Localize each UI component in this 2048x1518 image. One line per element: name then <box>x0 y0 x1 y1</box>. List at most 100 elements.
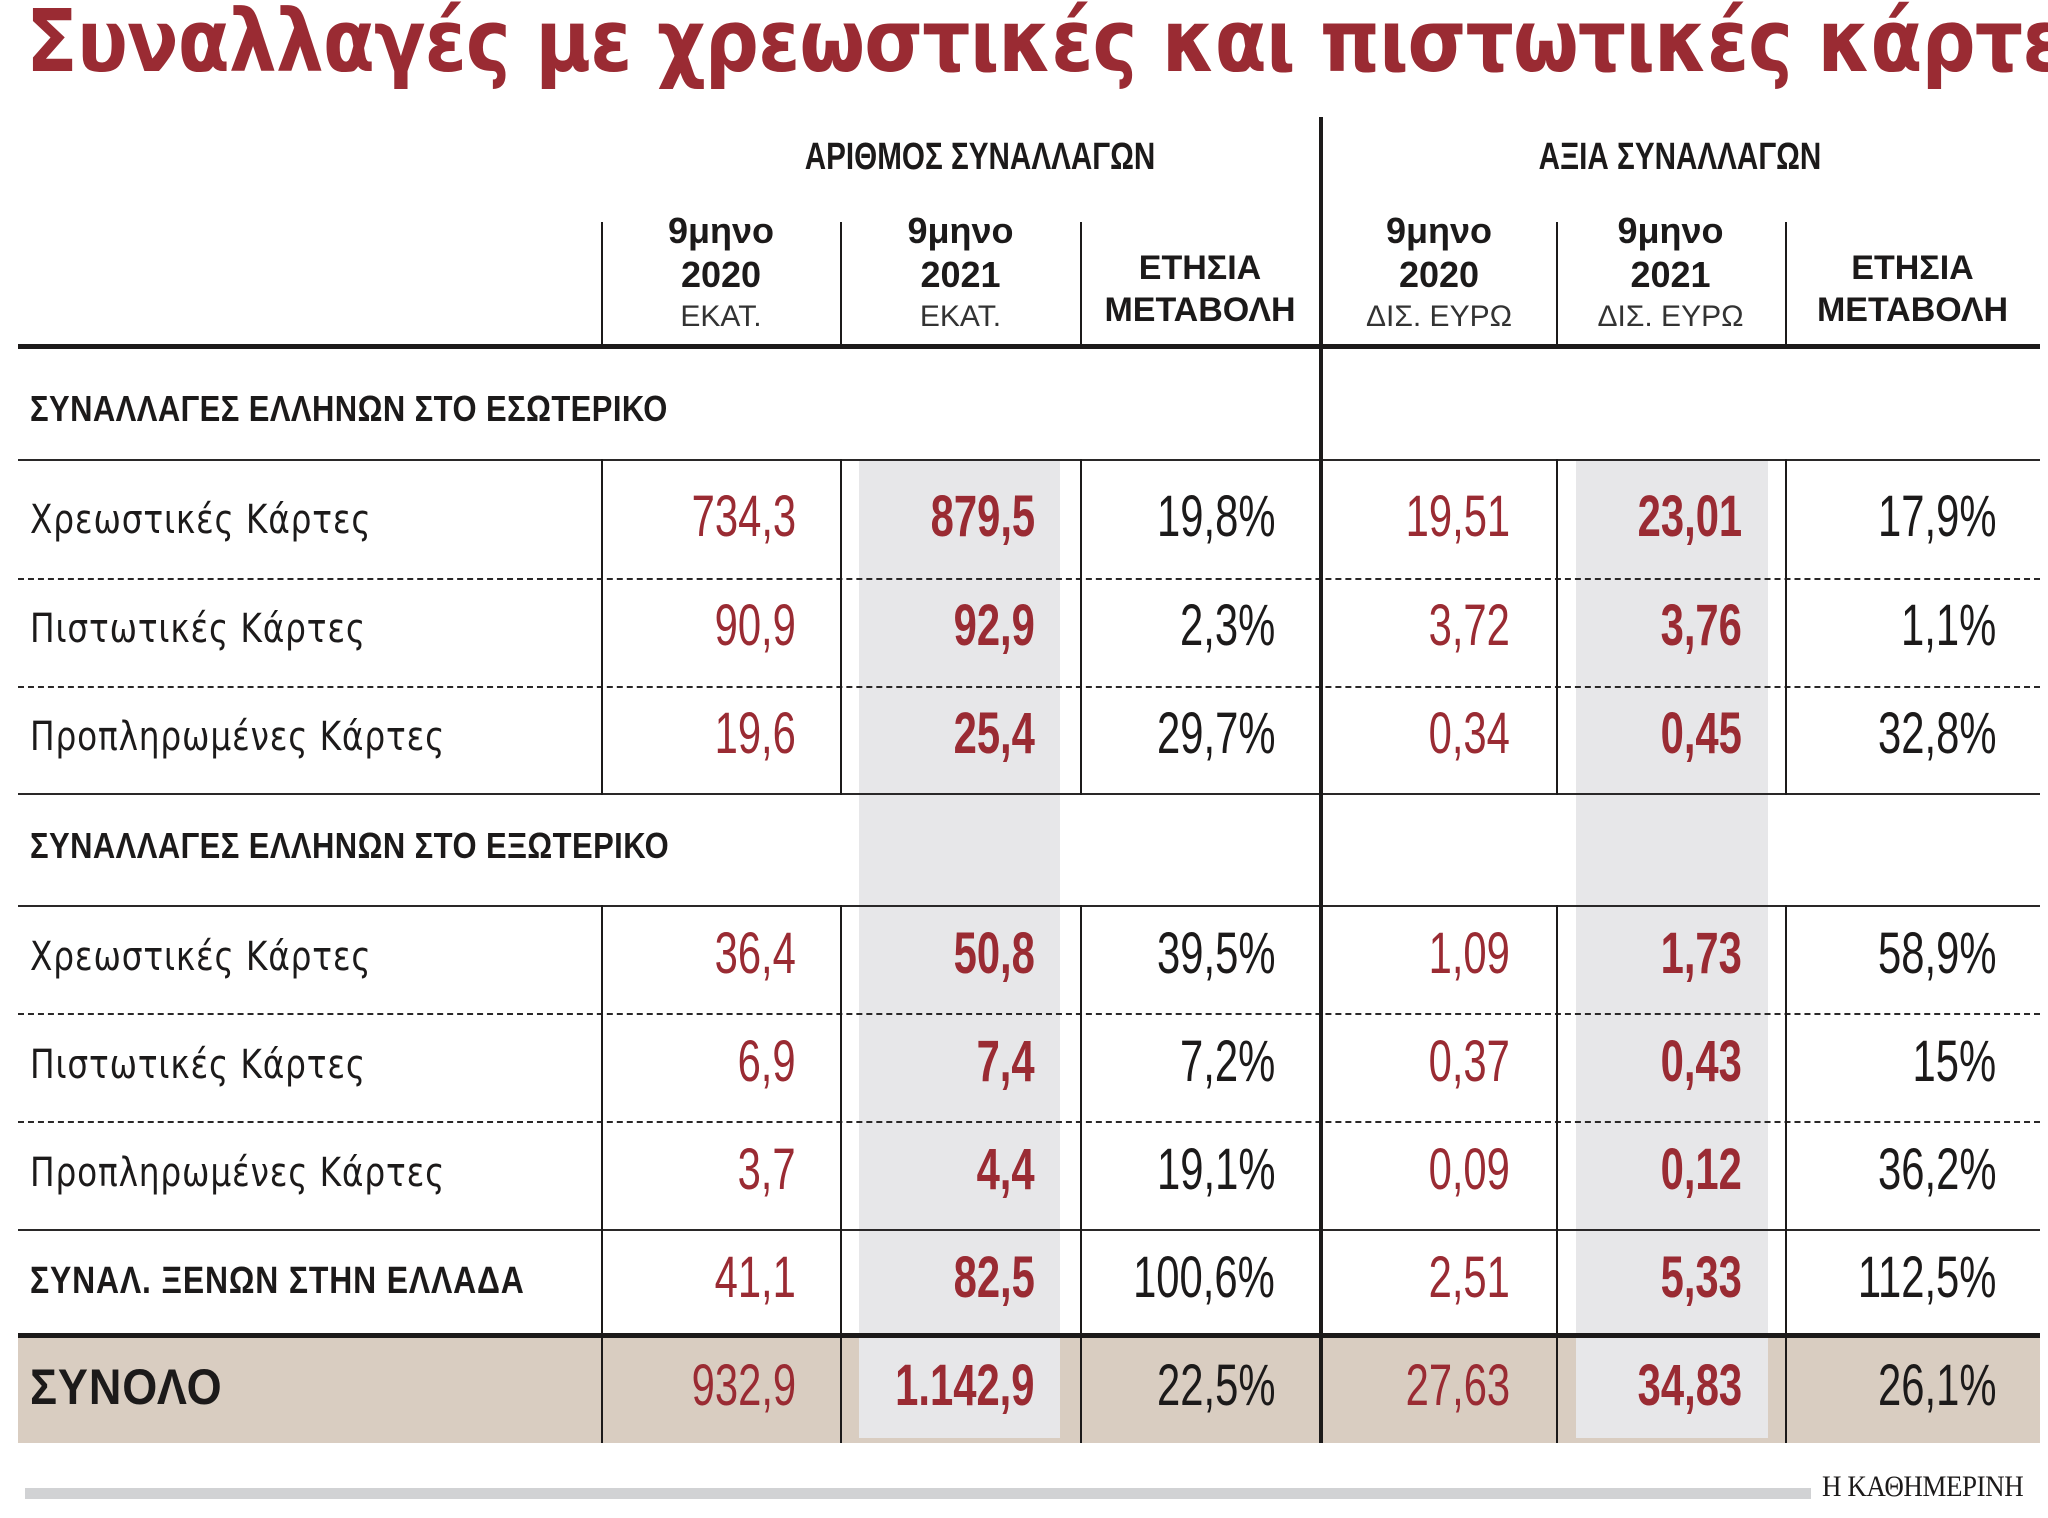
cell-count-2020: 41,1 <box>714 1245 796 1310</box>
row-divider <box>18 1121 2040 1123</box>
cell-value-2021: 0,45 <box>1660 701 1742 766</box>
col-divider <box>1785 222 1787 346</box>
cell-value-2020: 3,72 <box>1428 593 1510 658</box>
section2-bottom-rule <box>18 1229 2040 1231</box>
cell-count-2020: 36,4 <box>714 921 796 986</box>
col-divider <box>601 905 603 1443</box>
cell-value-change: 32,8% <box>1877 701 1996 766</box>
cell-count-2020: 90,9 <box>714 593 796 658</box>
cell-count-2021: 1.142,9 <box>895 1353 1035 1418</box>
cell-count-2021: 7,4 <box>976 1029 1035 1094</box>
cell-count-change: 2,3% <box>1179 593 1275 658</box>
row-label: Χρεωστικές Κάρτες <box>30 497 372 543</box>
page-title: Συναλλαγές με χρεωστικές και πιστωτικές … <box>26 0 2048 92</box>
cell-value-change: 26,1% <box>1877 1353 1996 1418</box>
cell-count-2020: 3,7 <box>737 1137 796 1202</box>
cell-value-2020: 0,37 <box>1428 1029 1510 1094</box>
cell-value-2021: 23,01 <box>1637 484 1742 549</box>
col-divider <box>1556 459 1558 795</box>
col-header-change-line2: ΜΕΤΑΒΟΛΗ <box>1816 291 2009 329</box>
col-header-change-line1: ΕΤΗΣΙΑ <box>1138 249 1262 287</box>
col-header-change-line2: ΜΕΤΑΒΟΛΗ <box>1104 291 1296 329</box>
cell-value-change: 17,9% <box>1877 484 1996 549</box>
col-header-period: 9μηνο <box>1617 210 1724 251</box>
cell-value-2020: 19,51 <box>1405 484 1510 549</box>
col-header-count-2021: 9μηνο 2021 ΕΚΑΤ. <box>841 205 1080 345</box>
col-header-unit: ΔΙΣ. ΕΥΡΩ <box>1365 300 1513 333</box>
col-divider <box>1556 905 1558 1443</box>
footer-bar <box>25 1488 1811 1499</box>
section-title-domestic: ΣΥΝΑΛΛΑΓΕΣ ΕΛΛΗΝΩΝ ΣΤΟ ΕΣΩΤΕΡΙΚΟ <box>30 388 668 429</box>
row-label: ΣΥΝΟΛΟ <box>30 1359 223 1415</box>
cell-count-2021: 82,5 <box>953 1245 1035 1310</box>
cell-value-2021: 0,43 <box>1660 1029 1742 1094</box>
section2-top-rule <box>18 905 2040 907</box>
col-header-period: 9μηνο <box>667 210 775 251</box>
row-label: Προπληρωμένες Κάρτες <box>30 714 446 760</box>
cell-value-2020: 27,63 <box>1405 1353 1510 1418</box>
col-header-count-2020: 9μηνο 2020 ΕΚΑΤ. <box>601 205 841 345</box>
row-label: Πιστωτικές Κάρτες <box>30 1042 366 1088</box>
cell-value-change: 1,1% <box>1900 593 1996 658</box>
col-header-count-change: ΕΤΗΣΙΑ ΜΕΤΑΒΟΛΗ <box>1080 205 1320 345</box>
section-title-abroad: ΣΥΝΑΛΛΑΓΕΣ ΕΛΛΗΝΩΝ ΣΤΟ ΕΞΩΤΕΡΙΚΟ <box>30 825 670 866</box>
col-divider <box>1785 905 1787 1443</box>
row-divider <box>18 1013 2040 1015</box>
cell-count-2021: 25,4 <box>953 701 1035 766</box>
cell-value-2020: 0,09 <box>1428 1137 1510 1202</box>
col-header-value-2021: 9μηνο 2021 ΔΙΣ. ΕΥΡΩ <box>1556 205 1785 345</box>
col-header-year: 2020 <box>1398 254 1480 295</box>
col-divider <box>1556 222 1558 346</box>
cell-value-2021: 3,76 <box>1660 593 1742 658</box>
cell-count-2021: 92,9 <box>953 593 1035 658</box>
cell-count-change: 100,6% <box>1133 1245 1275 1310</box>
cell-value-2021: 34,83 <box>1637 1353 1742 1418</box>
col-divider <box>601 222 603 346</box>
cell-count-change: 7,2% <box>1179 1029 1275 1094</box>
col-divider <box>840 222 842 346</box>
col-divider <box>601 459 603 795</box>
group-divider <box>1319 117 1323 1443</box>
cell-value-2020: 0,34 <box>1428 701 1510 766</box>
col-divider <box>840 905 842 1443</box>
col-header-year: 2021 <box>920 254 1001 295</box>
cell-count-2020: 19,6 <box>714 701 796 766</box>
col-header-unit: ΕΚΑΤ. <box>919 300 1002 333</box>
group-header-value: ΑΞΙΑ ΣΥΝΑΛΛΑΓΩΝ <box>1538 136 1822 178</box>
cell-count-change: 19,1% <box>1156 1137 1275 1202</box>
highlight-column-value-2021 <box>1576 460 1768 1438</box>
row-divider <box>18 686 2040 688</box>
cell-count-change: 22,5% <box>1156 1353 1275 1418</box>
section1-bottom-rule <box>18 793 2040 795</box>
total-rule <box>18 1333 2040 1338</box>
section1-top-rule <box>18 459 2040 461</box>
col-header-value-2020: 9μηνο 2020 ΔΙΣ. ΕΥΡΩ <box>1322 205 1556 345</box>
col-divider <box>1080 905 1082 1443</box>
cell-count-2021: 4,4 <box>976 1137 1035 1202</box>
row-label: Πιστωτικές Κάρτες <box>30 606 366 652</box>
row-divider <box>18 578 2040 580</box>
col-header-unit: ΕΚΑΤ. <box>680 300 762 333</box>
col-header-year: 2021 <box>1630 254 1711 295</box>
row-label: Χρεωστικές Κάρτες <box>30 934 372 980</box>
cell-value-2021: 1,73 <box>1660 921 1742 986</box>
cell-count-2021: 879,5 <box>930 484 1035 549</box>
cell-count-2020: 932,9 <box>691 1353 796 1418</box>
group-header-count: ΑΡΙΘΜΟΣ ΣΥΝΑΛΛΑΓΩΝ <box>804 136 1156 178</box>
col-divider <box>840 459 842 795</box>
cell-count-change: 39,5% <box>1156 921 1275 986</box>
col-header-year: 2020 <box>680 254 762 295</box>
col-header-period: 9μηνο <box>907 210 1014 251</box>
row-label: ΣΥΝΑΛ. ΞΕΝΩΝ ΣΤΗΝ ΕΛΛΑΔΑ <box>30 1260 525 1302</box>
cell-value-2020: 1,09 <box>1428 921 1510 986</box>
highlight-column-count-2021 <box>859 460 1060 1438</box>
cell-value-2021: 0,12 <box>1660 1137 1742 1202</box>
cell-count-2021: 50,8 <box>953 921 1035 986</box>
col-header-period: 9μηνο <box>1385 210 1493 251</box>
cell-count-2020: 734,3 <box>691 484 796 549</box>
col-header-value-change: ΕΤΗΣΙΑ ΜΕΤΑΒΟΛΗ <box>1785 205 2040 345</box>
cell-count-2020: 6,9 <box>737 1029 796 1094</box>
cell-value-change: 15% <box>1912 1029 1996 1094</box>
cell-value-change: 112,5% <box>1857 1245 1996 1310</box>
header-rule <box>18 344 2040 349</box>
